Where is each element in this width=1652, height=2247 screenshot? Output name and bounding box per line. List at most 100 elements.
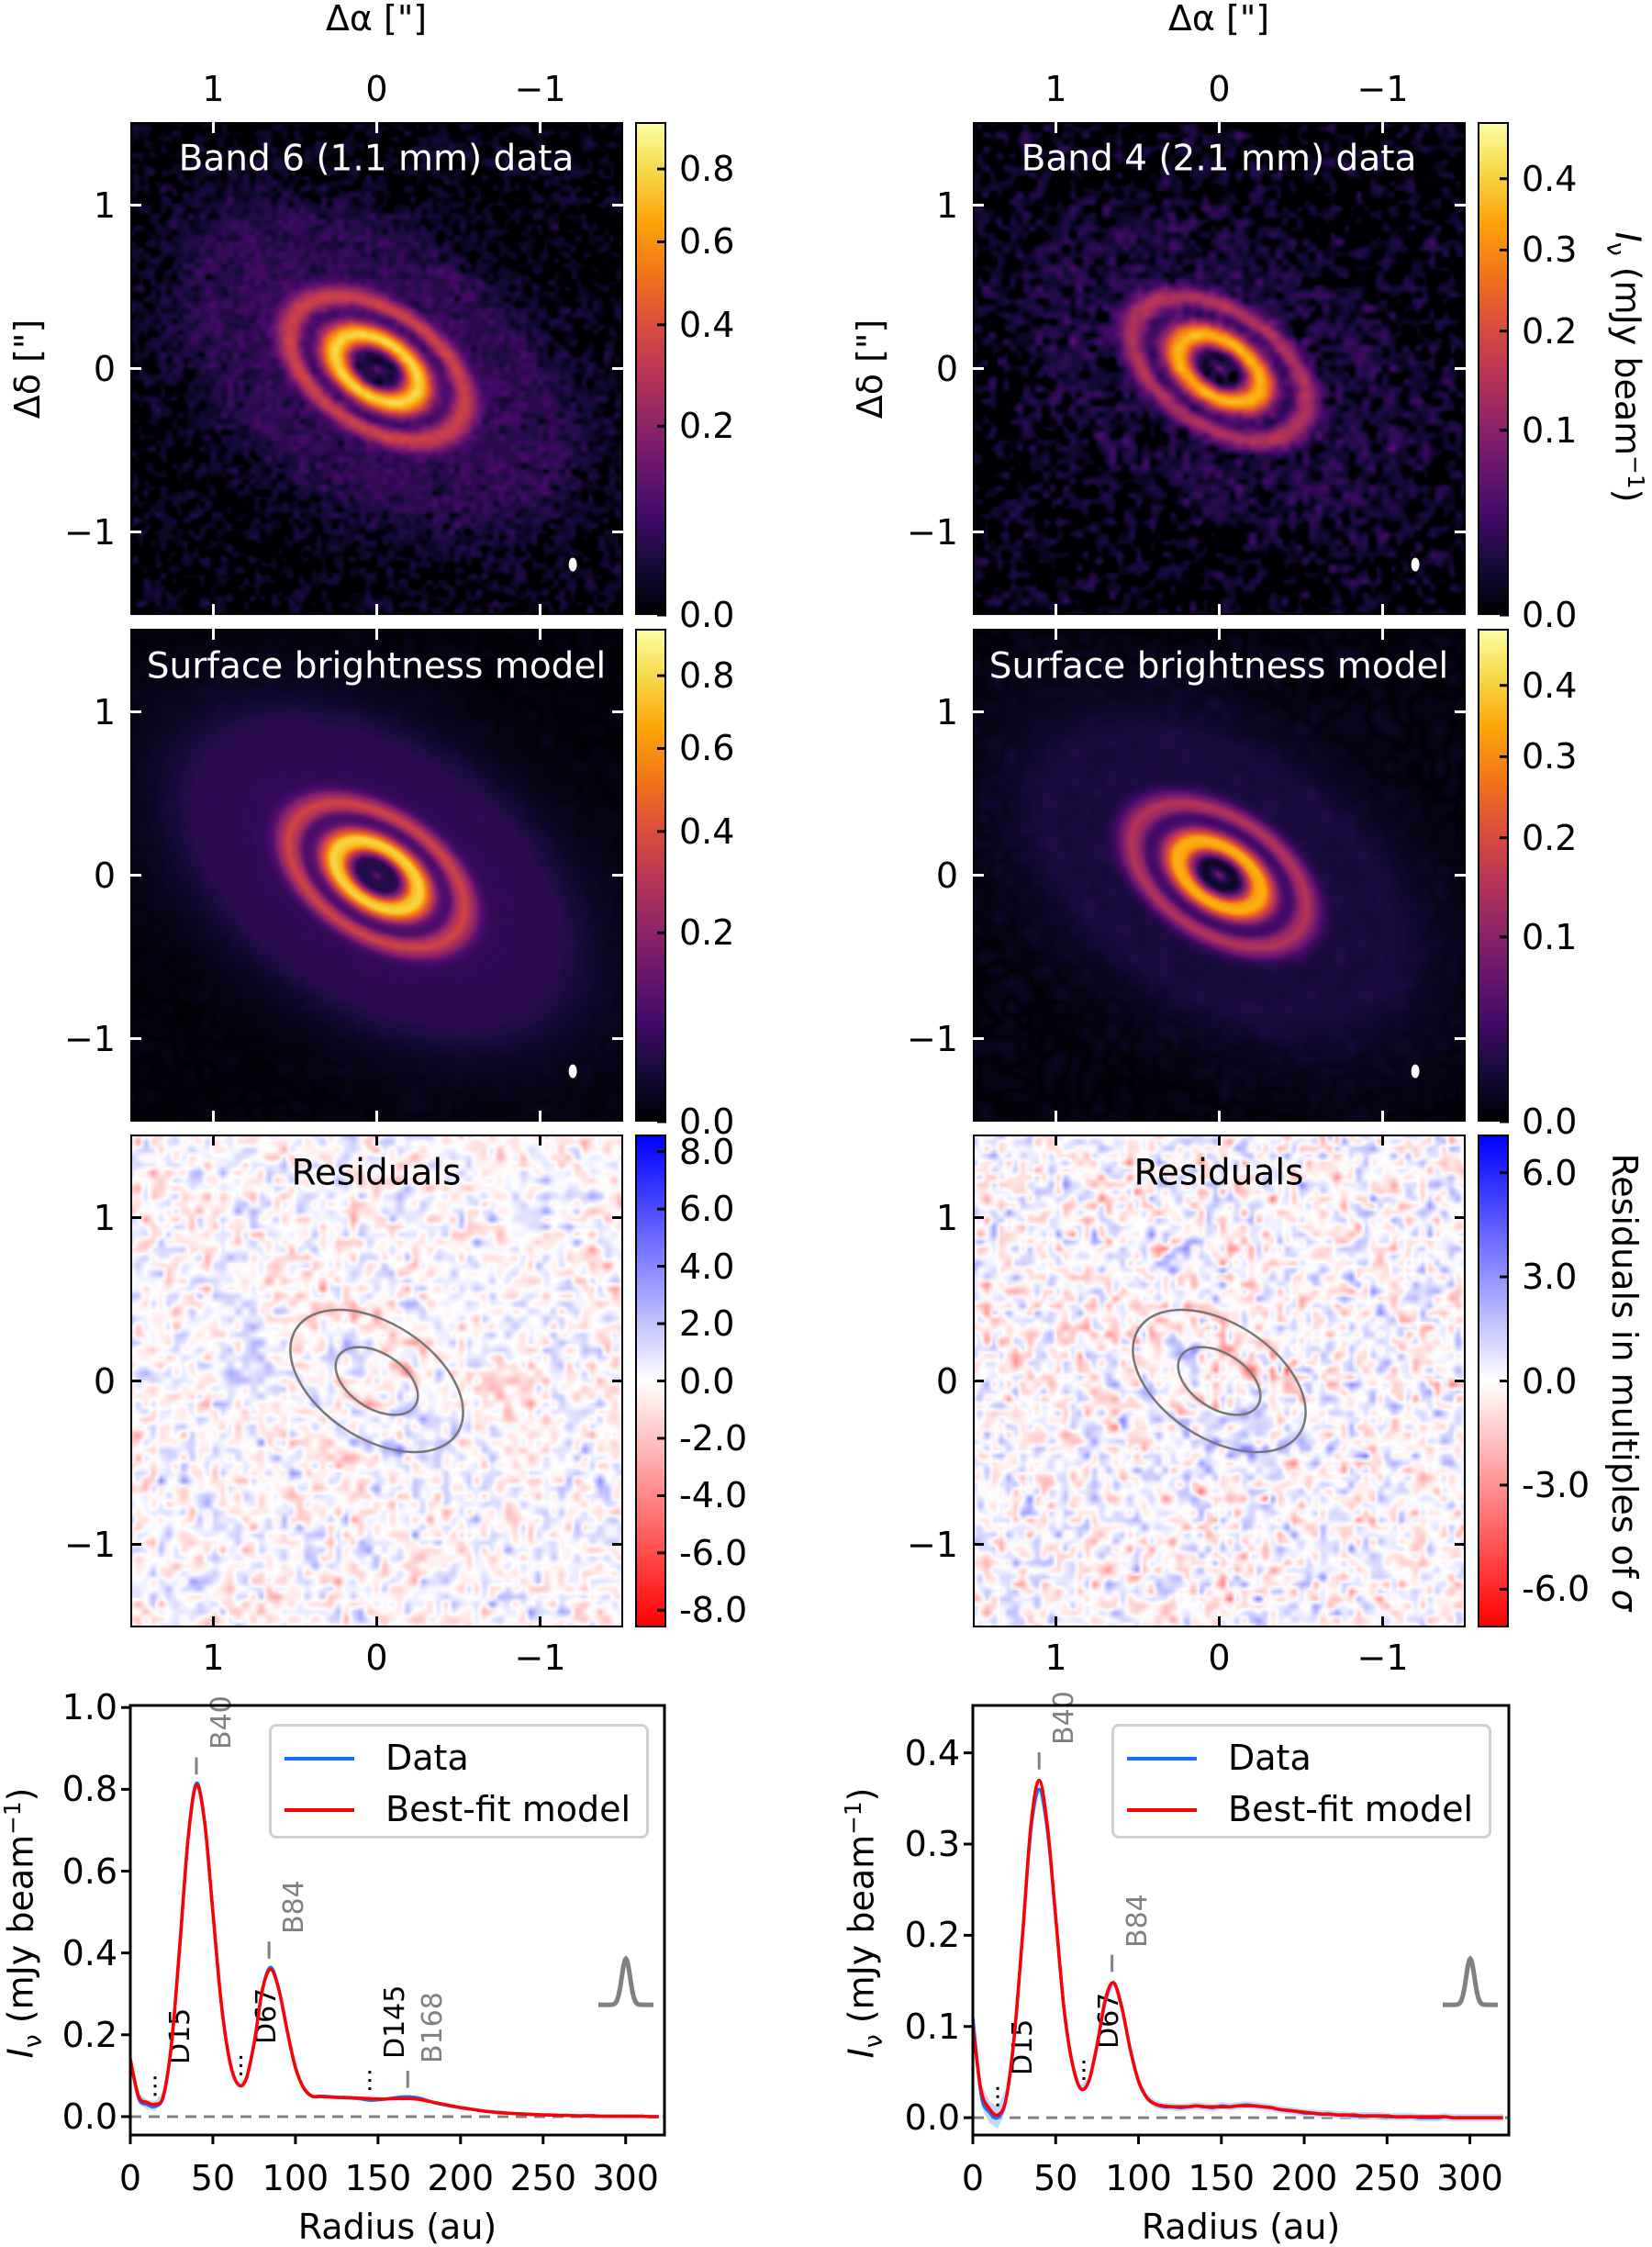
colorbar-tick-label: 0.0 xyxy=(1522,1360,1578,1402)
residual-colorbar-label: Residuals in multiples of σ xyxy=(1604,1153,1645,1612)
x-tick-label: 300 xyxy=(1436,2158,1503,2198)
colorbar-tick-label: 0.4 xyxy=(1522,158,1578,199)
x-tick-label: 50 xyxy=(190,2158,236,2198)
colorbar-tick-label: 0.2 xyxy=(679,406,735,447)
ra-axis-label-right: Δα ["] xyxy=(1167,0,1270,39)
ra-tick-label: −1 xyxy=(1356,69,1409,109)
legend-entry-model: Best-fit model xyxy=(1114,1787,1489,1833)
ylabel-subscript: ν xyxy=(18,2034,48,2049)
ra-tick-label: −1 xyxy=(514,69,566,109)
x-tick-label: 0 xyxy=(961,2158,985,2198)
dec-tick-label: 1 xyxy=(93,691,116,732)
intensity-unit: (mJy beam xyxy=(1607,255,1648,456)
dec-tick-label: −1 xyxy=(63,1524,116,1565)
ra-tick-label: 0 xyxy=(1208,1638,1231,1678)
legend-model-swatch xyxy=(285,1808,354,1812)
model-image-band4 xyxy=(973,629,1466,1122)
ylabel-symbol: I xyxy=(841,2048,882,2059)
dec-tick-label: −1 xyxy=(63,511,116,553)
x-tick-label: 150 xyxy=(344,2158,412,2198)
intensity-subscript: ν xyxy=(1601,241,1630,256)
residual-image-band4 xyxy=(973,1135,1466,1627)
colorbar-tick-label: 0.4 xyxy=(1522,665,1578,706)
colorbar-tick-label: 0.0 xyxy=(1522,1101,1578,1142)
legend-data-swatch xyxy=(1127,1757,1197,1761)
legend-data-label: Data xyxy=(385,1738,469,1778)
ra-tick-label: 0 xyxy=(1208,69,1231,109)
colorbar-tick-label: -2.0 xyxy=(679,1417,748,1459)
legend-model-label: Best-fit model xyxy=(1228,1789,1474,1829)
colorbar-tick-label: 0.8 xyxy=(679,655,735,697)
y-tick-label: 0.3 xyxy=(904,1824,960,1865)
residual-colorbar xyxy=(635,1135,666,1627)
ra-tick-label: 1 xyxy=(1044,69,1067,109)
y-tick-label: 1.0 xyxy=(61,1687,117,1728)
colorbar-tick-label: 0.0 xyxy=(679,595,735,635)
ra-tick-label: 1 xyxy=(202,69,225,109)
colorbar-tick-label: 0.2 xyxy=(1522,817,1578,858)
ylabel-subscript: ν xyxy=(859,2034,888,2049)
residual-colorbar xyxy=(1478,1135,1509,1627)
colorbar-tick-label: 0.8 xyxy=(679,149,735,190)
profile-legend-left: Data Best-fit model xyxy=(269,1724,649,1839)
dec-tick-label: 1 xyxy=(93,1197,116,1238)
annotation-B40: B40 xyxy=(205,1695,238,1750)
model-image-band6 xyxy=(130,629,623,1122)
dec-tick-label: −1 xyxy=(63,1018,116,1059)
ra-tick-label: 1 xyxy=(202,1638,225,1678)
ra-tick-label: 1 xyxy=(1044,1638,1067,1678)
data-image-band4 xyxy=(973,122,1466,615)
profile-legend-right: Data Best-fit model xyxy=(1111,1724,1491,1839)
profile-xlabel-right: Radius (au) xyxy=(1141,2207,1341,2247)
legend-entry-data: Data xyxy=(1114,1736,1489,1782)
annotation-D145: D145 xyxy=(378,1984,411,2060)
annotation-B84: B84 xyxy=(278,1880,311,1935)
colorbar-tick-label: 0.1 xyxy=(1522,409,1578,451)
intensity-symbol: I xyxy=(1607,231,1648,242)
colorbar-tick-label: 0.6 xyxy=(679,221,735,263)
legend-entry-data: Data xyxy=(272,1736,646,1782)
x-tick-label: 300 xyxy=(592,2158,659,2198)
intensity-colorbar-label: Iν (mJy beam−1) xyxy=(1601,231,1649,503)
legend-data-label: Data xyxy=(1228,1738,1312,1778)
ylabel-unit-exp: −1 xyxy=(0,1801,27,1835)
colorbar-tick-label: 0.2 xyxy=(679,912,735,954)
gaussian-beam-icon xyxy=(1443,1955,1498,2007)
annotation-D67: D67 xyxy=(250,1987,283,2045)
legend-model-label: Best-fit model xyxy=(385,1789,631,1829)
ra-tick-label: −1 xyxy=(1356,1638,1409,1678)
colorbar-tick-label: 0.0 xyxy=(1522,595,1578,635)
colorbar-tick-label: -6.0 xyxy=(679,1532,748,1573)
colorbar-tick-label: 0.4 xyxy=(679,304,735,345)
colorbar-tick-label: -8.0 xyxy=(679,1590,748,1631)
colorbar-tick-label: 0.3 xyxy=(1522,229,1578,271)
colorbar-tick-label: 6.0 xyxy=(679,1189,735,1230)
band4-data-title: Band 4 (2.1 mm) data xyxy=(1021,138,1417,180)
band6-residual-title: Residuals xyxy=(291,1152,462,1194)
residual-label-text: Residuals in multiples of xyxy=(1604,1153,1645,1590)
x-tick-label: 250 xyxy=(1354,2158,1421,2198)
dec-tick-label: 1 xyxy=(935,1197,958,1238)
dec-axis-label-left: Δδ ["] xyxy=(7,319,48,419)
profile-xlabel-left: Radius (au) xyxy=(297,2207,497,2247)
legend-model-swatch xyxy=(1127,1808,1197,1812)
intensity-colorbar xyxy=(1478,122,1509,615)
dec-tick-label: 0 xyxy=(935,1360,958,1402)
x-tick-label: 200 xyxy=(1270,2158,1338,2198)
dec-tick-label: 0 xyxy=(935,348,958,389)
ra-tick-label: 0 xyxy=(365,69,388,109)
dec-tick-label: 0 xyxy=(93,1360,116,1402)
band6-data-title: Band 6 (1.1 mm) data xyxy=(178,138,575,180)
annotation-B84: B84 xyxy=(1121,1893,1154,1948)
dec-tick-label: 0 xyxy=(935,855,958,896)
annotation-D15: D15 xyxy=(163,2008,196,2065)
ra-axis-label-left: Δα ["] xyxy=(325,0,428,39)
colorbar-tick-label: 0.4 xyxy=(679,810,735,852)
ylabel-unit: (mJy beam xyxy=(0,1834,41,2035)
data-line xyxy=(973,1787,1503,2120)
profile-ylabel-left: Iν (mJy beam−1) xyxy=(0,1788,48,2059)
intensity-colorbar xyxy=(635,629,666,1122)
profile-ylabel-right: Iν (mJy beam−1) xyxy=(840,1788,888,2059)
x-tick-label: 250 xyxy=(509,2158,577,2198)
x-tick-label: 200 xyxy=(427,2158,495,2198)
